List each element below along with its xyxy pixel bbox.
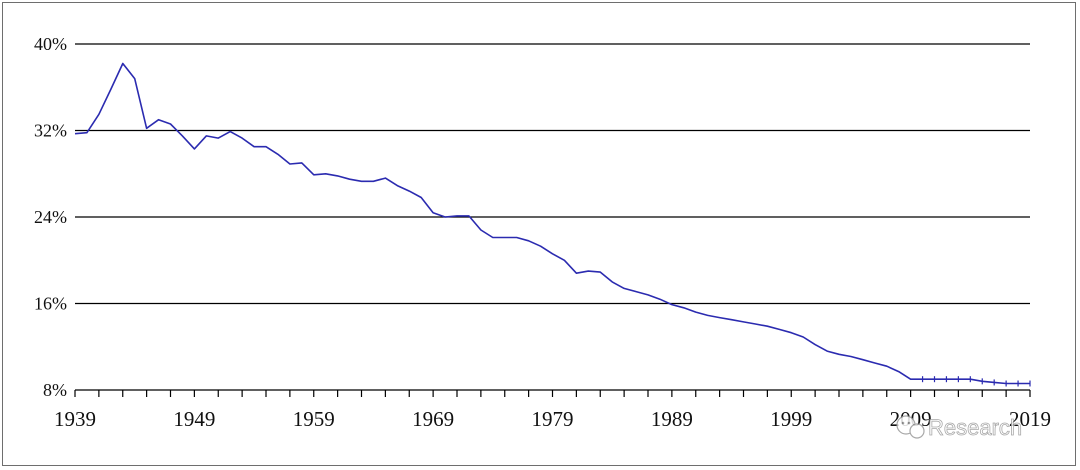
x-tick-label: 1959 [293, 407, 335, 431]
watermark: Research [896, 415, 1023, 440]
y-tick-label: 24% [34, 207, 67, 227]
y-tick-label: 40% [34, 34, 67, 54]
x-tick-label: 1969 [412, 407, 454, 431]
x-tick-label: 1979 [532, 407, 574, 431]
y-tick-label: 16% [34, 294, 67, 314]
y-tick-label: 8% [43, 380, 67, 400]
y-tick-label: 32% [34, 121, 67, 141]
series-line [74, 62, 1030, 385]
watermark-text: Research [928, 415, 1022, 440]
x-tick-label: 1949 [173, 407, 215, 431]
x-tick-label: 2019 [1009, 407, 1051, 431]
x-tick-label: 1999 [770, 407, 812, 431]
x-tick-label: 1939 [54, 407, 96, 431]
x-tick-label: 1989 [651, 407, 693, 431]
wechat-icon [896, 415, 925, 439]
